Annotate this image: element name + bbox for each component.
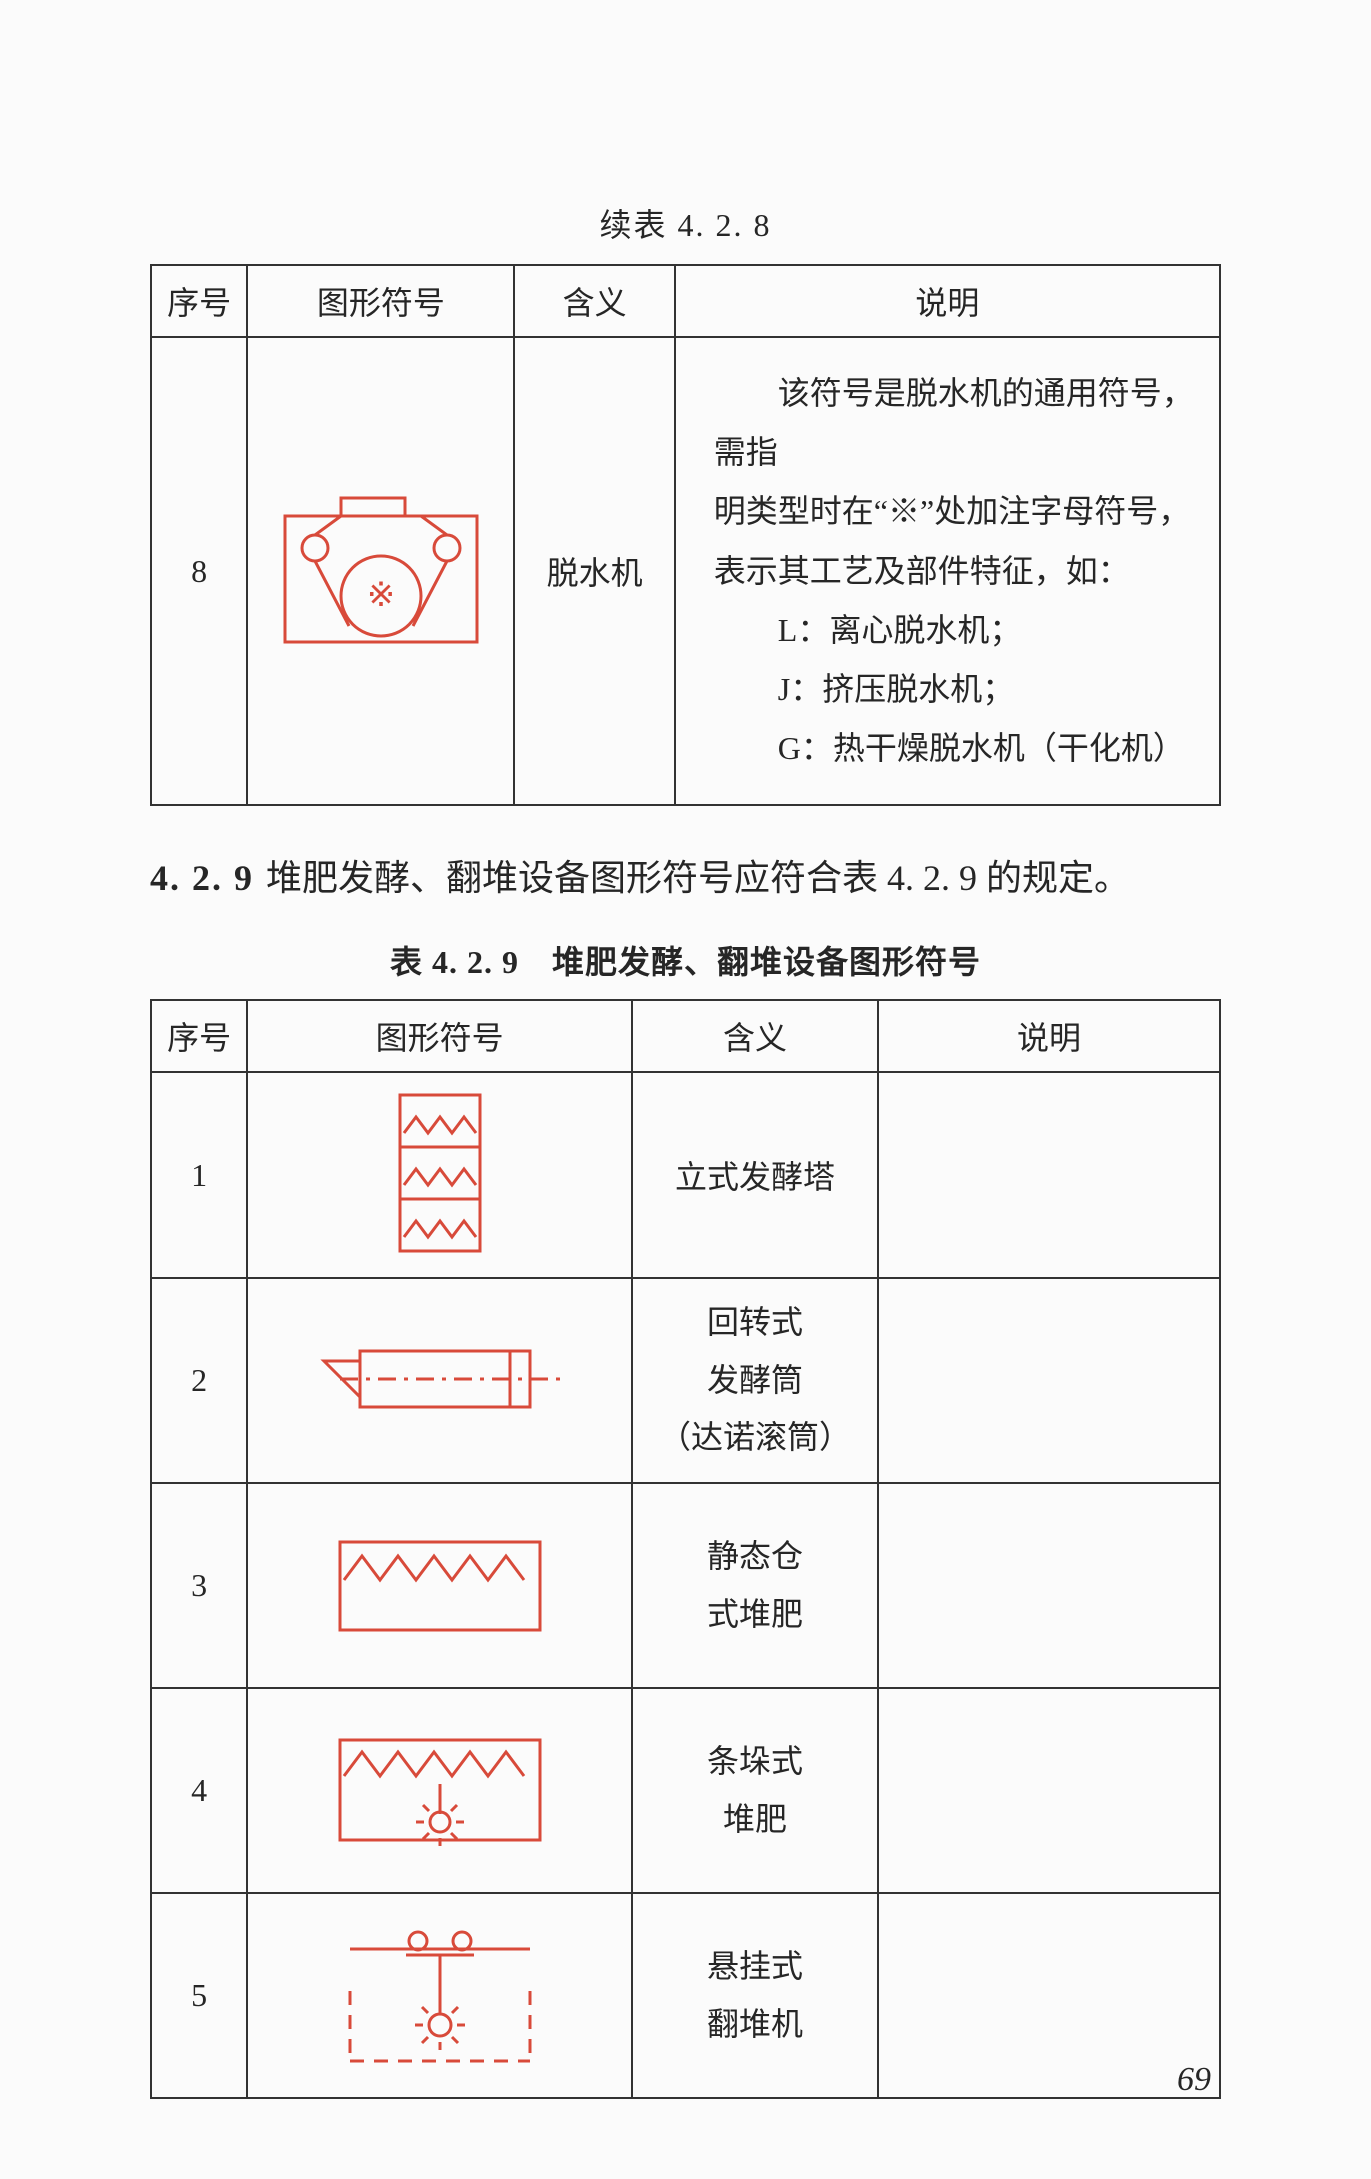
table2-row-5: 5 [151, 1893, 1220, 2098]
windrow-compost-icon [320, 1726, 560, 1856]
t2r3-desc [878, 1483, 1220, 1688]
table2-header-row: 序号 图形符号 含义 说明 [151, 1000, 1220, 1072]
table1-caption: 续表 4. 2. 8 [150, 200, 1221, 246]
t2r5-desc [878, 1893, 1220, 2098]
th-idx: 序号 [151, 265, 247, 337]
t1-desc-line: J：挤压脱水机； [714, 660, 1199, 719]
t1-idx: 8 [151, 337, 247, 805]
t2r3-symbol-cell [247, 1483, 632, 1688]
th-sym: 图形符号 [247, 1000, 632, 1072]
t2r2-symbol-cell [247, 1278, 632, 1483]
th-desc: 说明 [878, 1000, 1220, 1072]
t2r4-idx: 4 [151, 1688, 247, 1893]
t2r2-idx: 2 [151, 1278, 247, 1483]
table-428: 序号 图形符号 含义 说明 8 [150, 264, 1221, 806]
section-429-para: 4. 2. 9 堆肥发酵、翻堆设备图形符号应符合表 4. 2. 9 的规定。 [150, 846, 1221, 911]
t1-desc: 该符号是脱水机的通用符号，需指 明类型时在“※”处加注字母符号， 表示其工艺及部… [675, 337, 1220, 805]
th-mean: 含义 [514, 265, 674, 337]
t2r5-symbol-cell [247, 1893, 632, 2098]
t1-desc-line: 该符号是脱水机的通用符号，需指 [714, 364, 1199, 482]
t2r2-desc [878, 1278, 1220, 1483]
t2r4-symbol-cell [247, 1688, 632, 1893]
t2r2-meaning: 回转式发酵筒（达诺滚筒） [632, 1278, 878, 1483]
t2r3-idx: 3 [151, 1483, 247, 1688]
t2r5-meaning: 悬挂式翻堆机 [632, 1893, 878, 2098]
table2-row-4: 4 [151, 1688, 1220, 1893]
th-mean: 含义 [632, 1000, 878, 1072]
t1-symbol-cell: ※ [247, 337, 514, 805]
t2r3-meaning: 静态仓式堆肥 [632, 1483, 878, 1688]
t1-desc-line: L：离心脱水机； [714, 601, 1199, 660]
t2r1-idx: 1 [151, 1072, 247, 1278]
page: 续表 4. 2. 8 序号 图形符号 含义 说明 8 [0, 0, 1371, 2179]
table1-row-8: 8 [151, 337, 1220, 805]
dewatering-machine-icon: ※ [271, 486, 491, 656]
t2r1-desc [878, 1072, 1220, 1278]
t1-desc-line: G：热干燥脱水机（干化机） [714, 719, 1199, 778]
table2-row-3: 3 静态仓式堆肥 [151, 1483, 1220, 1688]
suspended-turner-icon [310, 1921, 570, 2071]
t1-desc-line: 明类型时在“※”处加注字母符号， [714, 482, 1199, 541]
page-number: 69 [1177, 2061, 1211, 2099]
t2r4-meaning: 条垛式堆肥 [632, 1688, 878, 1893]
t2r1-meaning: 立式发酵塔 [632, 1072, 878, 1278]
table1-header-row: 序号 图形符号 含义 说明 [151, 265, 1220, 337]
th-desc: 说明 [675, 265, 1220, 337]
table2-title: 表 4. 2. 9 堆肥发酵、翻堆设备图形符号 [150, 937, 1221, 983]
t2r4-desc [878, 1688, 1220, 1893]
th-sym: 图形符号 [247, 265, 514, 337]
svg-text:※: ※ [367, 577, 396, 614]
static-bin-compost-icon [320, 1526, 560, 1646]
rotary-drum-icon [310, 1321, 570, 1441]
t1-meaning: 脱水机 [514, 337, 674, 805]
table2-row-2: 2 回转式发酵筒（达诺滚筒） [151, 1278, 1220, 1483]
t2r1-symbol-cell [247, 1072, 632, 1278]
vertical-ferment-tower-icon [370, 1085, 510, 1265]
t1-desc-line: 表示其工艺及部件特征，如： [714, 542, 1199, 601]
section-text: 堆肥发酵、翻堆设备图形符号应符合表 4. 2. 9 的规定。 [266, 858, 1130, 898]
section-num: 4. 2. 9 [150, 858, 254, 898]
t2r5-idx: 5 [151, 1893, 247, 2098]
table-429: 序号 图形符号 含义 说明 1 立式发酵塔 [150, 999, 1221, 2099]
table2-row-1: 1 立式发酵塔 [151, 1072, 1220, 1278]
th-idx: 序号 [151, 1000, 247, 1072]
